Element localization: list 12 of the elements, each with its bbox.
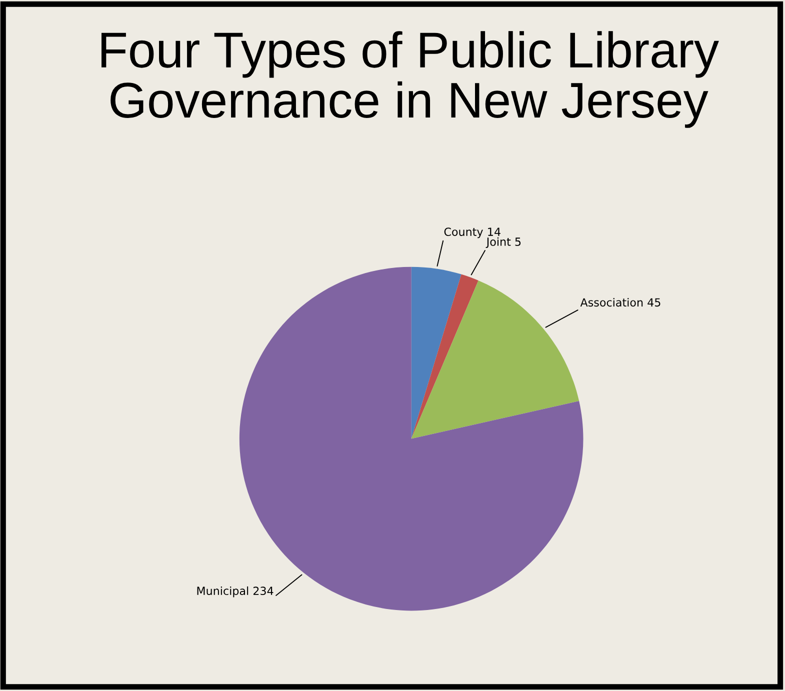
slice-label: Joint bbox=[486, 237, 511, 248]
pie-slice bbox=[411, 266, 462, 439]
data-label: 5 bbox=[515, 238, 521, 246]
slice-label: County bbox=[444, 228, 483, 238]
data-label: 14 bbox=[488, 228, 500, 236]
chart-title: Four Types of Public Library Governance in New Jersey bbox=[102, 31, 719, 128]
pie-slice bbox=[411, 274, 478, 439]
data-label: 45 bbox=[648, 298, 660, 307]
slice-label: Municipal bbox=[197, 586, 248, 598]
data-label: 234 bbox=[253, 586, 274, 596]
pie-slice bbox=[411, 280, 580, 439]
slice-label: Association bbox=[580, 298, 643, 307]
